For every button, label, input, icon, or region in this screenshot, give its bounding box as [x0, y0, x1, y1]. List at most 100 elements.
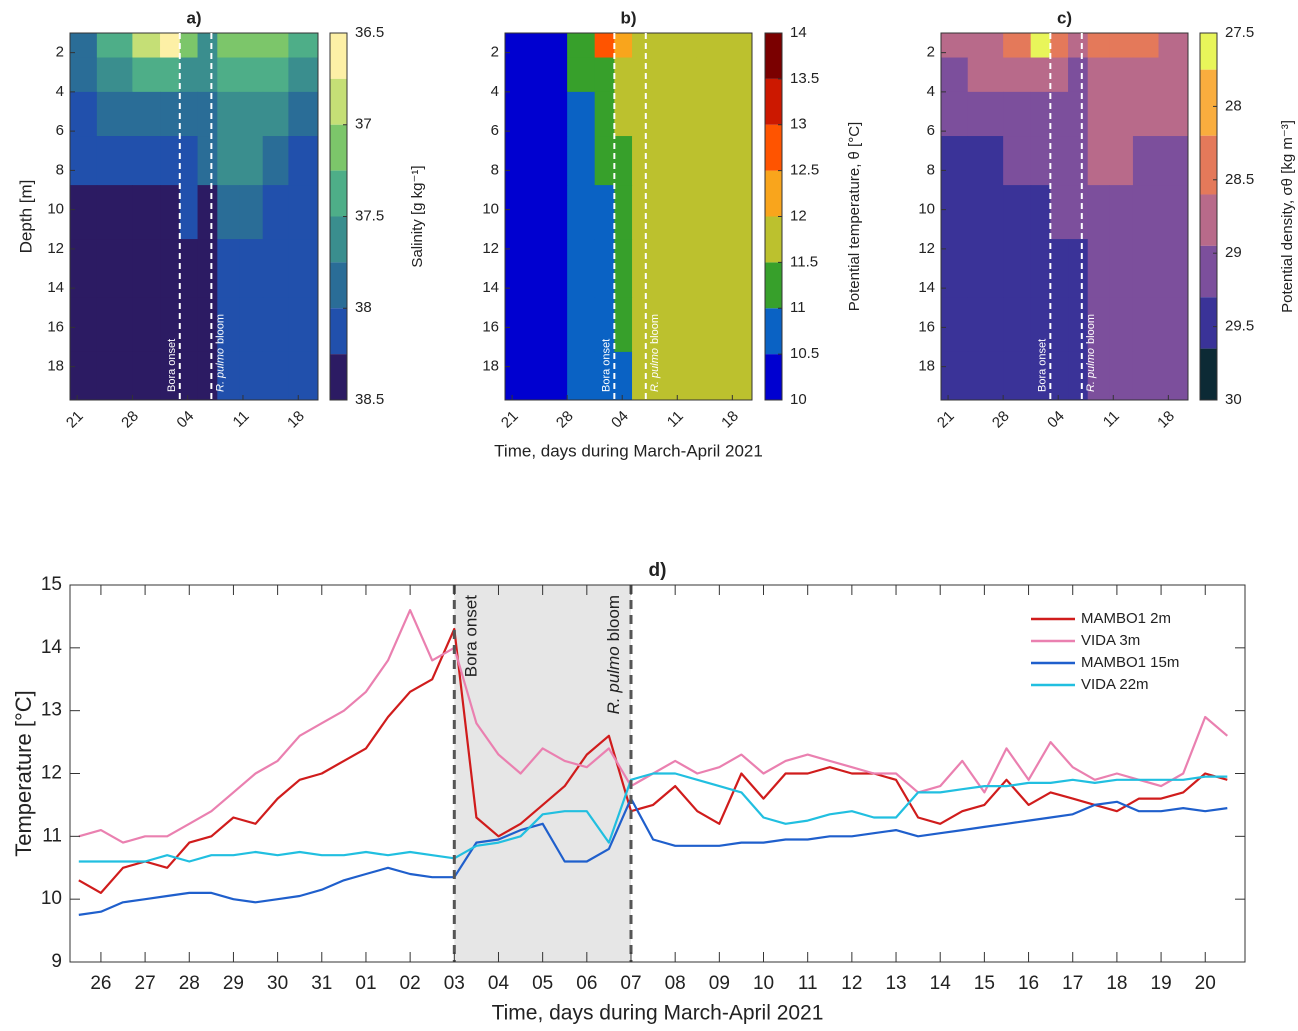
y-tick-label: 4 [491, 83, 499, 100]
contour-cell [217, 351, 240, 401]
contour-cell [941, 297, 969, 353]
colorbar-band [330, 308, 347, 355]
contour-cell [531, 91, 568, 137]
contour-cell [1030, 185, 1051, 240]
contour-cell [1003, 297, 1032, 353]
contour-cell [1087, 351, 1110, 401]
contour-cell [696, 91, 724, 137]
contour-cell [179, 136, 199, 186]
contour-cell [696, 33, 724, 59]
series-line [78, 627, 1228, 894]
contour-cell [614, 136, 633, 186]
colorbar-tick-label: 10 [790, 391, 807, 408]
contour-cell [262, 91, 289, 137]
contour-cell [1030, 351, 1051, 401]
contour-cell [651, 91, 674, 137]
event-label-rest: bloom [1085, 314, 1097, 344]
x-tick-label: 28 [553, 408, 577, 432]
contour-cell [722, 91, 753, 137]
contour-cell [505, 351, 533, 401]
contour-cell [217, 33, 240, 59]
contour-cell [632, 136, 653, 186]
contour-cell [1050, 239, 1069, 299]
panel-title: c) [1057, 8, 1072, 27]
x-tick-label: 19 [1151, 973, 1172, 994]
colorbar-band [765, 262, 782, 309]
contour-cell [967, 57, 1004, 93]
colorbar-tick-label: 11 [790, 299, 806, 316]
contour-cell [1158, 185, 1189, 240]
colorbar-band [765, 354, 782, 400]
contour-cell [1087, 239, 1110, 299]
colorbar-band [330, 170, 347, 217]
contour-cell [197, 33, 218, 59]
colorbar-tick-label: 28.5 [1225, 171, 1254, 188]
x-tick-label: 07 [620, 973, 641, 994]
x-tick-label: 01 [355, 973, 376, 994]
contour-cell [651, 239, 674, 299]
colorbar-band [765, 308, 782, 355]
contour-cell [505, 57, 533, 93]
contour-cell [1030, 239, 1051, 299]
contour-cell [567, 297, 596, 353]
colorbar-tick-label: 37 [355, 116, 372, 133]
contour-cell [651, 297, 674, 353]
event-label: R. pulmo bloom [649, 314, 661, 392]
colorbar-tick-label: 12 [790, 207, 807, 224]
contour-cell [160, 351, 181, 401]
contour-cell [96, 57, 133, 93]
contour-cell [70, 91, 98, 137]
colorbar-tick-label: 38 [355, 299, 372, 316]
contour-cell [70, 136, 98, 186]
contour-cell [567, 239, 596, 299]
contour-cell [1109, 136, 1134, 186]
event-label-text: Bora onset [1036, 339, 1048, 392]
y-axis-label: Temperature [°C] [11, 690, 36, 857]
colorbar-band [765, 33, 782, 79]
contour-cell [262, 185, 289, 240]
contour-cell [505, 239, 533, 299]
x-tick-label: 21 [498, 408, 522, 432]
contour-cell [239, 297, 264, 353]
contour-cell [673, 239, 698, 299]
x-tick-label: 18 [1154, 408, 1178, 432]
contour-cell [288, 185, 319, 240]
contour-cell [1068, 57, 1089, 93]
x-tick-label: 06 [576, 973, 597, 994]
contour-cell [722, 351, 753, 401]
colorbar-frame [1199, 32, 1218, 401]
event-label-text: Bora onset [462, 595, 481, 677]
contour-cell [197, 185, 218, 240]
contour-cell [96, 33, 133, 59]
contour-cell [1109, 185, 1134, 240]
contour-cell [941, 91, 969, 137]
contour-cell [132, 351, 161, 401]
event-label-italic: R. pulmo [604, 646, 623, 714]
contour-cell [505, 33, 533, 59]
x-tick-label: 29 [223, 973, 244, 994]
event-label: R. pulmo bloom [214, 314, 226, 392]
event-label-rest: bloom [649, 314, 661, 344]
contour-cell [96, 91, 133, 137]
y-tick-label: 2 [56, 44, 64, 61]
y-tick-label: 10 [41, 888, 62, 909]
contour-cell [197, 91, 218, 137]
contour-cell [70, 57, 98, 93]
colorbar-band [765, 78, 782, 125]
contour-cell [288, 136, 319, 186]
y-tick-label: 4 [56, 83, 64, 100]
colorbar-tick-label: 30 [1225, 391, 1242, 408]
contour-cell [967, 351, 1004, 401]
contour-cell [1132, 91, 1160, 137]
contour-cell [1158, 351, 1189, 401]
contour-cell [967, 239, 1004, 299]
contour-cell [651, 185, 674, 240]
contour-cell [239, 33, 264, 59]
x-tick-label: 05 [532, 973, 553, 994]
y-tick-label: 6 [491, 122, 499, 139]
x-tick-label: 02 [400, 973, 421, 994]
contour-cell [1068, 33, 1089, 59]
colorbar-tick-label: 13.5 [790, 70, 819, 87]
x-tick-label: 04 [1044, 408, 1068, 432]
contour-cell [217, 136, 240, 186]
